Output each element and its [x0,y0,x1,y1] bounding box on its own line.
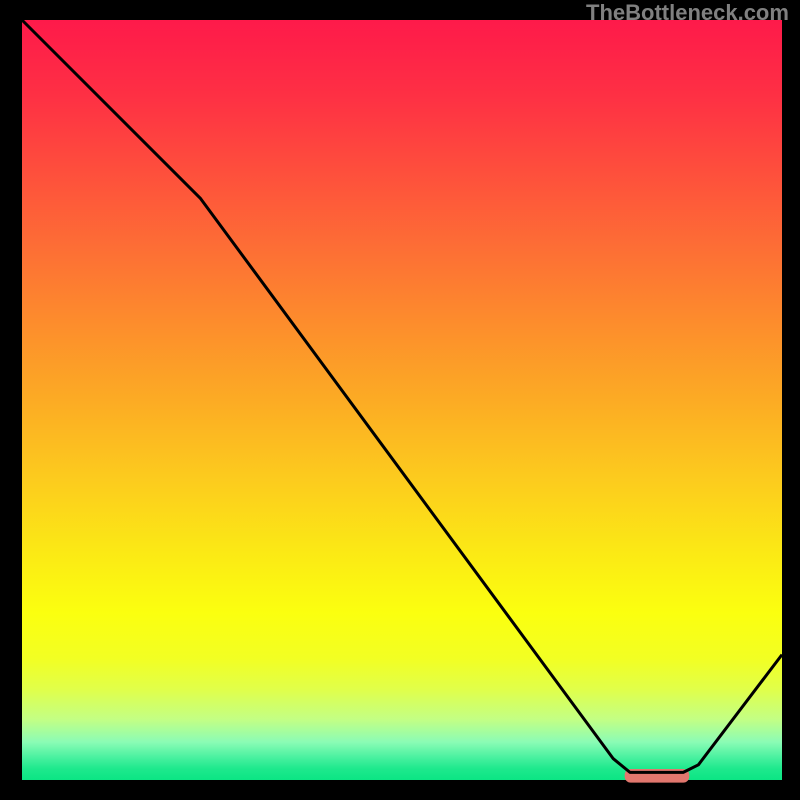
bottleneck-chart [0,0,800,800]
watermark-text: TheBottleneck.com [586,0,789,26]
